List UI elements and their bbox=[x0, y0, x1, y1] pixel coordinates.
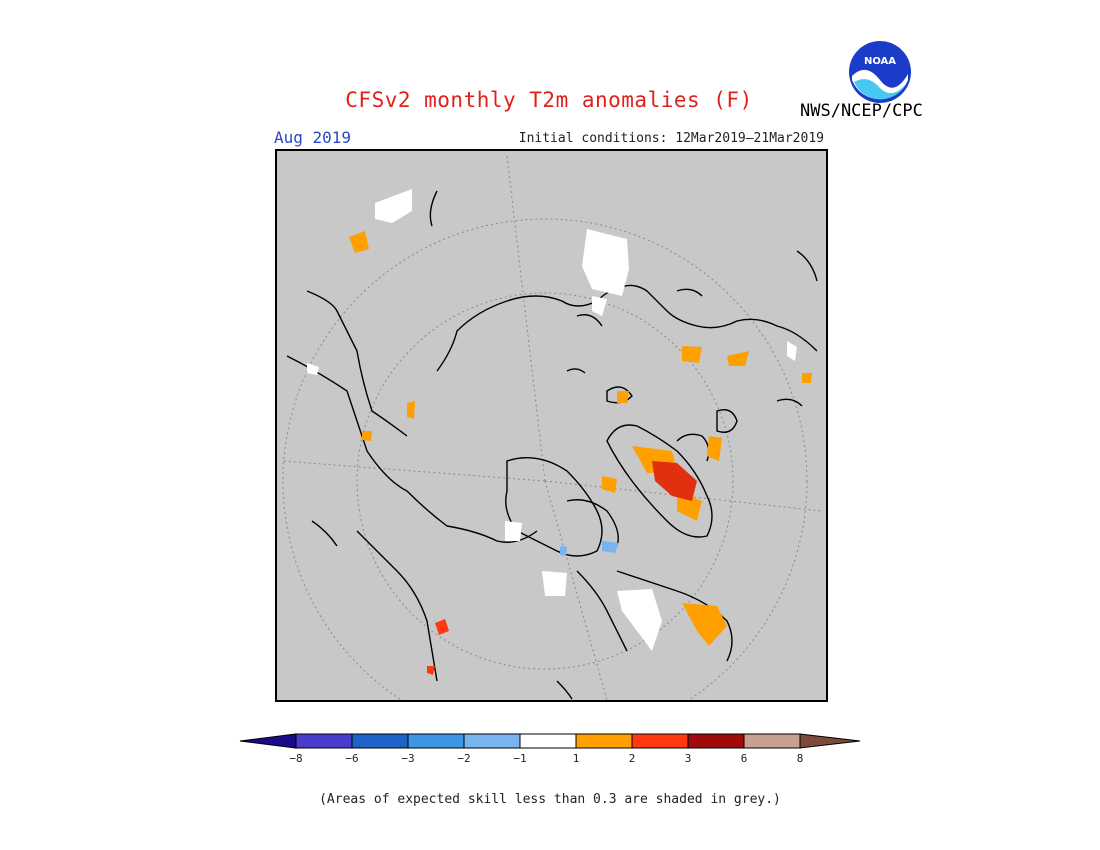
skill-footnote: (Areas of expected skill less than 0.3 a… bbox=[319, 792, 781, 807]
orange-patch bbox=[727, 351, 749, 366]
white-patch bbox=[375, 189, 412, 223]
legend-bin bbox=[575, 733, 633, 749]
red-patch bbox=[652, 461, 697, 501]
white-patch bbox=[787, 341, 797, 361]
graticule bbox=[281, 155, 823, 700]
legend-bin bbox=[239, 733, 297, 749]
white-patch bbox=[617, 589, 662, 651]
orange-patch bbox=[602, 476, 617, 493]
white-patch bbox=[307, 363, 319, 375]
legend-bin bbox=[687, 733, 745, 749]
noaa-logo-text: NOAA bbox=[864, 56, 896, 67]
white-patch bbox=[505, 521, 522, 541]
polar-map bbox=[275, 149, 828, 702]
legend-tick: 8 bbox=[797, 752, 804, 765]
initial-conditions: Initial conditions: 12Mar2019–21Mar2019 bbox=[518, 131, 824, 146]
legend-bin bbox=[295, 733, 353, 749]
forecast-month: Aug 2019 bbox=[274, 128, 352, 147]
coastlines bbox=[286, 190, 818, 700]
legend-bin bbox=[519, 733, 577, 749]
legend-tick: 6 bbox=[741, 752, 748, 765]
orange-patch bbox=[349, 231, 369, 253]
color-legend: −8 −6 −3 −2 −1 1 2 3 6 8 bbox=[239, 733, 861, 765]
red-patch bbox=[427, 666, 435, 675]
legend-tick: −6 bbox=[345, 752, 358, 765]
blue-patch bbox=[560, 546, 567, 556]
legend-tick: 3 bbox=[685, 752, 692, 765]
legend-tick: 2 bbox=[629, 752, 636, 765]
orange-patch bbox=[802, 373, 812, 383]
orange-patch bbox=[407, 401, 415, 419]
map-canvas bbox=[281, 155, 823, 700]
legend-bin bbox=[407, 733, 465, 749]
legend-bin bbox=[351, 733, 409, 749]
orange-patch bbox=[682, 603, 727, 646]
legend-tick: −2 bbox=[457, 752, 470, 765]
blue-patch bbox=[602, 541, 619, 553]
legend-tick: −8 bbox=[289, 752, 302, 765]
noaa-logo: NOAA bbox=[849, 41, 911, 103]
legend-bin bbox=[799, 733, 861, 749]
legend-bin bbox=[631, 733, 689, 749]
white-patch bbox=[542, 571, 567, 596]
legend-tick: 1 bbox=[573, 752, 580, 765]
orange-patch bbox=[617, 391, 629, 403]
orange-patch bbox=[682, 346, 702, 363]
white-patch bbox=[592, 296, 607, 316]
anomaly-patches bbox=[307, 189, 812, 675]
legend-bin bbox=[463, 733, 521, 749]
map-title: CFSv2 monthly T2m anomalies (F) bbox=[345, 88, 753, 112]
orange-patch bbox=[362, 431, 372, 441]
white-patch bbox=[582, 229, 629, 296]
legend-tick: −3 bbox=[401, 752, 414, 765]
agency-label: NWS/NCEP/CPC bbox=[800, 101, 923, 121]
legend-tick: −1 bbox=[513, 752, 526, 765]
orange-patch bbox=[707, 436, 722, 461]
red-patch bbox=[435, 619, 449, 635]
legend-bin bbox=[743, 733, 801, 749]
